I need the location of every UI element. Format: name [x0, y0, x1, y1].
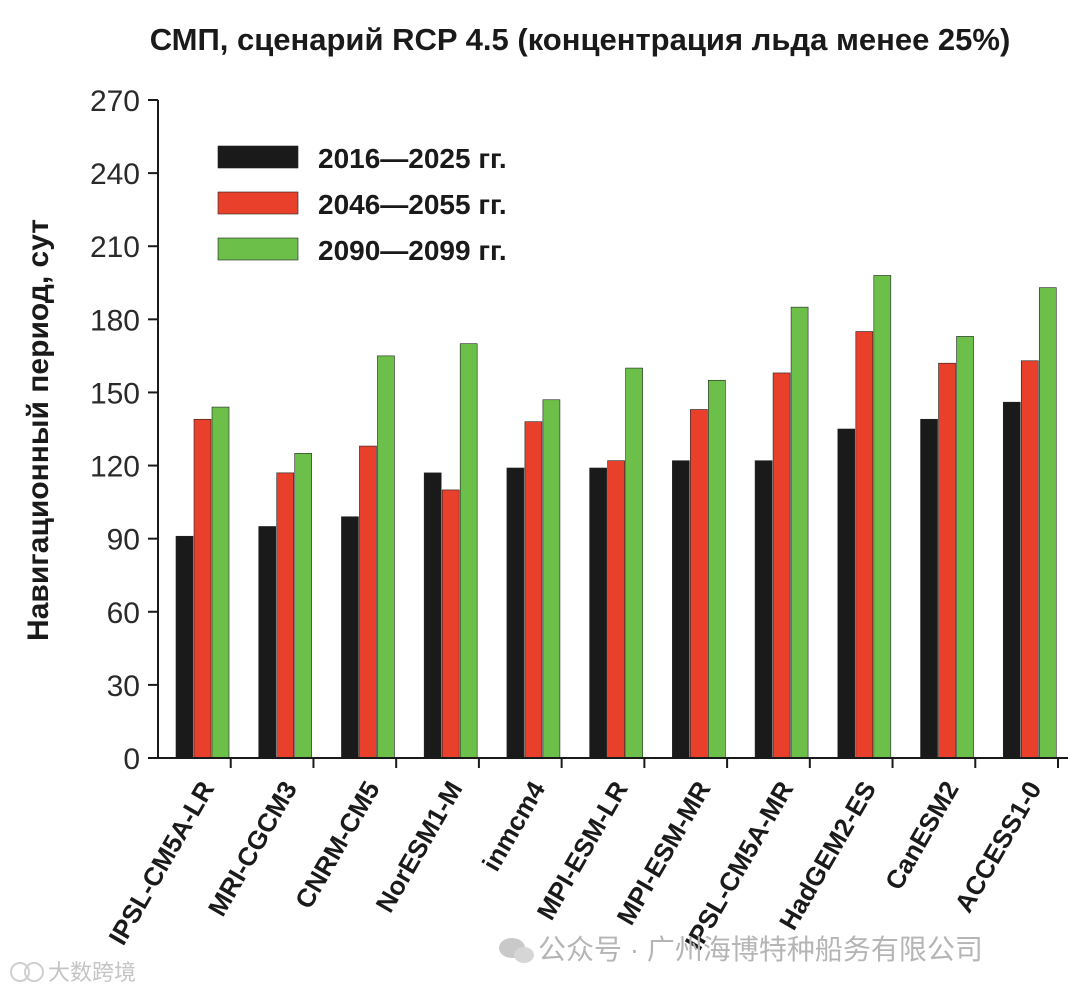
chart-title: СМП, сценарий RCP 4.5 (концентрация льда…	[150, 22, 1011, 57]
y-tick-label: 120	[90, 451, 140, 484]
bar-inmcm4-series-2	[524, 421, 543, 759]
bars	[175, 275, 1057, 759]
bar-ipsl-cm5a-lr-series-2	[193, 418, 212, 759]
bar-ipsl-cm5a-mr-series-1	[754, 460, 773, 759]
legend-label-3: 2090—2099 гг.	[318, 235, 507, 266]
y-tick-label: 180	[90, 304, 140, 337]
bar-hadgem2-es-series-1	[837, 428, 856, 759]
x-tick-label: CNRM-CM5	[289, 776, 386, 914]
wechat-icon	[499, 938, 534, 963]
x-tick-label: IPSL-CM5A-LR	[102, 776, 220, 950]
bar-mpi-esm-mr-series-3	[708, 379, 726, 759]
legend: 2016—2025 гг. 2046—2055 гг. 2090—2099 гг.	[217, 143, 507, 266]
bar-ipsl-cm5a-lr-series-3	[211, 406, 230, 759]
bar-noresm1-m-series-3	[459, 343, 478, 759]
y-tick-label: 270	[90, 85, 140, 118]
bar-ipsl-cm5a-lr-series-1	[175, 535, 194, 759]
y-axis-ticks: 0 30 60 90 120 150 180 210 240 270	[90, 85, 158, 776]
x-tick-label: NorESM1-M	[369, 776, 468, 917]
bar-access1-0-series-3	[1038, 287, 1057, 759]
y-axis-label: Навигационный период, сут	[22, 219, 55, 641]
x-tick-label: inmcm4	[476, 776, 551, 877]
bar-cnrm-cm5-series-1	[341, 516, 359, 759]
legend-swatch-3	[217, 237, 299, 261]
bar-mpi-esm-lr-series-3	[625, 367, 643, 759]
bar-mpi-esm-mr-series-2	[690, 409, 708, 759]
x-tick-label: CanESM2	[879, 776, 965, 895]
bar-mri-cgcm3-series-1	[258, 526, 277, 759]
bar-hadgem2-es-series-2	[855, 331, 874, 759]
bar-inmcm4-series-1	[506, 467, 525, 759]
corner-logo-icon	[10, 962, 44, 982]
y-tick-label: 30	[107, 670, 140, 703]
y-tick-label: 150	[90, 377, 140, 410]
bar-cnrm-cm5-series-2	[359, 445, 377, 759]
legend-swatch-2	[217, 191, 299, 215]
bar-inmcm4-series-3	[542, 399, 561, 759]
bar-ipsl-cm5a-mr-series-3	[790, 306, 809, 759]
bar-mri-cgcm3-series-2	[276, 472, 295, 759]
watermark-wechat-text: 公众号 · 广州海博特种船务有限公司	[538, 934, 983, 965]
y-tick-label: 60	[107, 597, 140, 630]
legend-label-2: 2046—2055 гг.	[318, 189, 507, 220]
watermark-corner-text: 大数跨境	[48, 960, 136, 985]
y-tick-label: 210	[90, 231, 140, 264]
bar-hadgem2-es-series-3	[873, 275, 892, 759]
legend-swatch-1	[217, 145, 299, 169]
bar-mri-cgcm3-series-3	[294, 453, 313, 759]
bar-ipsl-cm5a-mr-series-2	[772, 372, 791, 759]
bar-cnrm-cm5-series-3	[377, 355, 395, 759]
bar-mpi-esm-mr-series-1	[672, 460, 690, 759]
x-tick-label: MRI-CGCM3	[202, 776, 303, 921]
y-tick-label: 0	[123, 743, 140, 776]
bar-mpi-esm-lr-series-1	[589, 467, 607, 759]
legend-label-1: 2016—2025 гг.	[318, 143, 507, 174]
bar-canesm2-series-1	[920, 418, 938, 759]
bar-noresm1-m-series-1	[423, 472, 442, 759]
bar-noresm1-m-series-2	[441, 489, 460, 759]
y-tick-label: 90	[107, 524, 140, 557]
x-tick-label: ACCESS1-0	[949, 776, 1048, 917]
bar-access1-0-series-2	[1020, 360, 1039, 759]
bar-mpi-esm-lr-series-2	[607, 460, 625, 759]
watermark: 公众号 · 广州海博特种船务有限公司 大数跨境	[10, 934, 983, 985]
bar-canesm2-series-3	[956, 336, 974, 759]
bar-canesm2-series-2	[938, 362, 956, 759]
y-tick-label: 240	[90, 158, 140, 191]
bar-access1-0-series-1	[1002, 401, 1021, 759]
